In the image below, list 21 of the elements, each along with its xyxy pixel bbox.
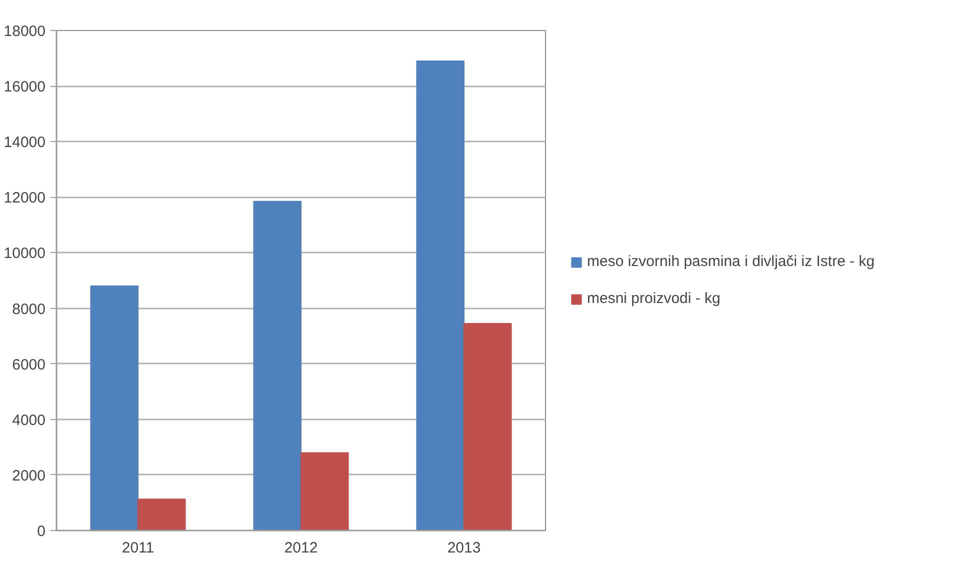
bar (253, 200, 302, 530)
y-tick-label: 4000 (12, 412, 46, 429)
x-tick-label: 2013 (447, 540, 481, 556)
x-tick-label: 2011 (122, 540, 154, 556)
y-tick-label: 14000 (4, 134, 46, 152)
y-tick-label: 8000 (12, 300, 46, 318)
bar (300, 452, 349, 530)
bar (90, 286, 138, 530)
legend-label: meso izvornih pasmina i divljači iz Istre - kg (587, 253, 875, 270)
x-tick-label: 2012 (284, 540, 318, 556)
y-tick-label: 2000 (12, 467, 46, 484)
legend-label: mesni proizvodi - kg (587, 290, 720, 307)
bar (464, 323, 512, 530)
y-tick-label: 10000 (4, 245, 46, 262)
y-tick-label: 16000 (4, 78, 46, 96)
y-tick-label: 6000 (12, 356, 46, 374)
y-tick-label: 12000 (4, 190, 46, 207)
bar (416, 60, 464, 530)
y-tick-label: 0 (37, 523, 46, 540)
y-tick-label: 18000 (4, 23, 46, 40)
bar (138, 498, 186, 530)
